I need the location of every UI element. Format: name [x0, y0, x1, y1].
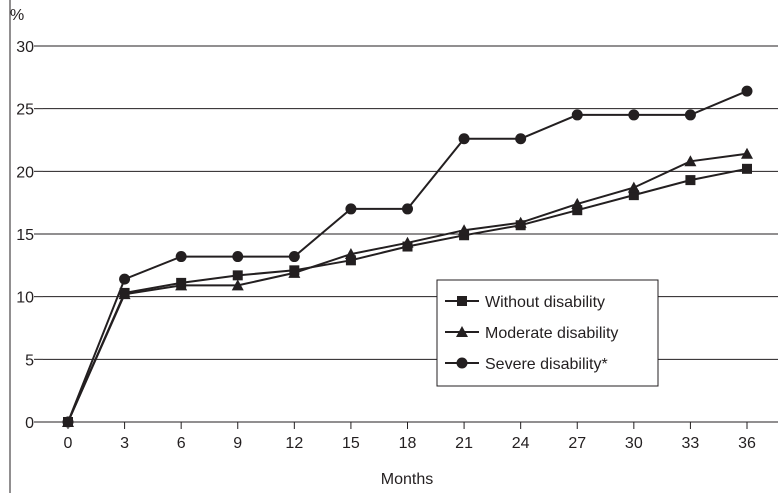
square-marker	[459, 230, 470, 241]
legend-triangle-marker	[456, 326, 468, 337]
x-tick-label: 15	[342, 435, 360, 452]
x-axis-title: Months	[381, 471, 433, 488]
legend-label: Moderate disability	[485, 325, 618, 342]
x-tick-label: 24	[512, 435, 530, 452]
circle-marker	[741, 85, 753, 97]
circle-marker	[515, 133, 527, 145]
x-tick-label: 6	[177, 435, 186, 452]
square-marker	[572, 205, 583, 216]
x-tick-label: 21	[455, 435, 473, 452]
x-tick-label: 30	[625, 435, 643, 452]
circle-marker	[628, 109, 640, 121]
legend-circle-marker	[456, 357, 468, 369]
square-marker	[742, 163, 752, 174]
square-marker	[345, 255, 356, 266]
y-tick-label: 10	[16, 290, 34, 307]
legend: Without disability Moderate disability S…	[436, 279, 659, 387]
circle-marker	[119, 273, 131, 285]
y-tick-label: 0	[25, 415, 34, 432]
y-axis-title: %	[10, 7, 24, 24]
triangle-marker	[175, 279, 188, 291]
y-tick-label: 20	[16, 164, 34, 181]
triangle-marker	[401, 236, 414, 248]
circle-marker	[458, 133, 470, 145]
x-tick-label: 36	[738, 435, 756, 452]
triangle-marker	[231, 279, 244, 291]
legend-label: Severe disability*	[485, 356, 608, 373]
series-layer	[62, 85, 753, 428]
circle-marker	[345, 203, 357, 215]
x-tick-label: 27	[568, 435, 586, 452]
circle-marker	[684, 109, 696, 121]
circle-marker	[402, 203, 413, 215]
triangle-marker	[684, 155, 697, 167]
square-marker	[628, 190, 639, 201]
triangle-marker	[514, 216, 527, 228]
triangle-marker	[571, 197, 584, 209]
legend-item-moderate-disability: Moderate disability	[445, 325, 618, 342]
circle-marker	[571, 109, 583, 121]
x-tick-label: 18	[399, 435, 417, 452]
y-tick-label: 15	[16, 227, 34, 244]
x-tick-label: 9	[233, 435, 242, 452]
x-tick-label: 3	[120, 435, 129, 452]
triangle-marker	[344, 248, 357, 260]
x-axis-ticks: 0 3 6 9 12 15 18 21 24 27 30 33 36	[64, 422, 756, 452]
grid-lines	[43, 45, 778, 360]
x-tick-label: 12	[285, 435, 303, 452]
circle-marker	[175, 251, 187, 263]
legend-item-without-disability: Without disability	[445, 294, 605, 311]
triangle-marker	[118, 288, 131, 300]
x-tick-label: 33	[682, 435, 700, 452]
triangle-marker	[627, 181, 640, 193]
triangle-marker	[288, 266, 301, 278]
legend-square-marker	[457, 296, 467, 306]
circle-marker	[232, 251, 244, 263]
triangle-marker	[741, 147, 753, 159]
series-triangle	[62, 147, 753, 427]
y-tick-label: 5	[25, 352, 34, 369]
square-marker	[232, 270, 243, 281]
triangle-marker	[458, 224, 471, 236]
y-axis-ticks: 0 5 10 15 20 25 30	[16, 39, 43, 432]
circle-marker	[62, 416, 74, 428]
square-marker	[685, 175, 696, 186]
legend-label: Without disability	[485, 294, 605, 311]
y-tick-label: 25	[16, 102, 34, 119]
circle-marker	[288, 251, 300, 263]
y-tick-label: 30	[16, 39, 34, 56]
legend-item-severe-disability: Severe disability*	[445, 356, 608, 373]
x-tick-label: 0	[64, 435, 73, 452]
series-circle	[62, 85, 753, 428]
